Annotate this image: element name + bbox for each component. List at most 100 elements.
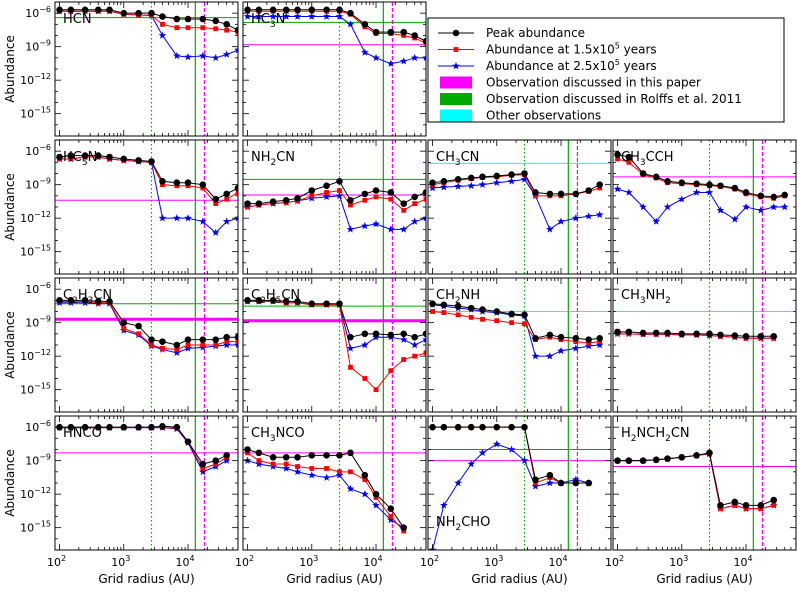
marker-peak [400,28,408,36]
marker-peak [742,189,750,196]
marker-t15 [68,156,74,162]
marker-peak [440,423,448,431]
marker-peak [585,336,593,343]
marker-peak [347,449,354,457]
marker-peak [440,301,448,309]
marker-t25 [572,344,580,352]
marker-t15 [388,514,394,519]
marker-peak [706,330,713,338]
marker-peak [440,178,448,185]
marker-peak [625,328,633,336]
marker-t25 [322,12,331,20]
marker-t15 [373,495,379,500]
marker-peak [411,32,418,39]
marker-peak [387,331,395,339]
marker-t25 [677,195,686,203]
molecule-label: HCN [63,12,92,27]
marker-t15 [200,25,206,31]
marker-t25 [293,467,302,476]
marker-peak [678,179,686,187]
marker-t25 [692,188,701,196]
legend-box [427,17,785,123]
marker-t15 [348,364,353,370]
marker-t15 [337,188,342,193]
marker-t25 [199,467,207,476]
marker-peak [387,505,395,512]
marker-peak [639,170,647,177]
marker-t15 [388,196,394,202]
legend-label: Peak abundance [486,26,585,40]
marker-peak [521,170,528,177]
marker-t15 [149,342,154,348]
marker-peak [148,423,155,431]
marker-t25 [255,12,263,20]
marker-t25 [410,217,419,225]
marker-t15 [586,340,592,346]
series-line-t15 [59,300,238,350]
marker-peak [693,452,700,459]
marker-t25 [520,175,529,183]
marker-peak [652,173,660,181]
marker-t25 [399,57,408,65]
marker-peak [493,423,501,431]
molecule-label: CH3NCO [251,426,305,444]
marker-t25 [625,188,633,196]
marker-t25 [361,48,369,56]
marker-peak [731,184,739,192]
marker-t25 [399,225,408,233]
marker-peak [422,38,426,45]
marker-peak [294,6,301,14]
marker-peak [244,200,251,207]
marker-peak [255,449,263,457]
marker-t25 [243,12,252,20]
marker-t15 [121,326,127,331]
y-tick-label: 10−12 [20,348,51,363]
panel-11: 102 103 104 Grid radius (AU) CH3NCO [235,415,427,586]
marker-peak [67,423,75,431]
marker-t15 [309,466,315,471]
marker-peak [717,182,724,190]
marker-peak [294,454,301,461]
marker-t15 [324,466,329,471]
marker-t15 [324,190,329,195]
marker-t25 [372,220,380,228]
marker-t15 [160,182,165,188]
marker-t15 [213,461,219,467]
marker-peak [717,502,724,509]
marker-peak [508,423,515,431]
marker-peak [212,457,220,464]
marker-peak [532,334,539,342]
legend-marker [452,29,460,37]
marker-peak [652,456,660,464]
marker-peak [372,187,380,194]
marker-t25 [780,203,789,211]
molecule-label: NH2CN [251,150,295,168]
marker-peak [282,196,290,204]
marker-peak [184,15,192,23]
marker-peak [255,297,263,304]
marker-peak [199,336,207,343]
marker-peak [308,187,316,194]
marker-t15 [412,353,418,359]
marker-t25 [492,440,501,448]
marker-peak [585,479,593,487]
marker-t25 [478,180,487,188]
marker-peak [94,6,102,14]
marker-t25 [335,12,344,20]
y-tick-label: 10−6 [25,143,51,158]
series-line-t15 [432,426,589,484]
marker-t25 [322,473,331,481]
marker-peak [120,9,128,17]
marker-t25 [557,346,565,355]
marker-peak [135,9,142,17]
marker-peak [731,498,739,506]
marker-peak [678,330,686,338]
marker-peak [323,6,330,14]
x-tick-label: 103 [111,554,130,569]
legend-patch [440,109,472,122]
marker-t15 [455,312,461,318]
marker-t25 [467,460,476,468]
marker-peak [521,311,528,319]
marker-peak [347,9,354,17]
marker-t15 [224,339,230,345]
